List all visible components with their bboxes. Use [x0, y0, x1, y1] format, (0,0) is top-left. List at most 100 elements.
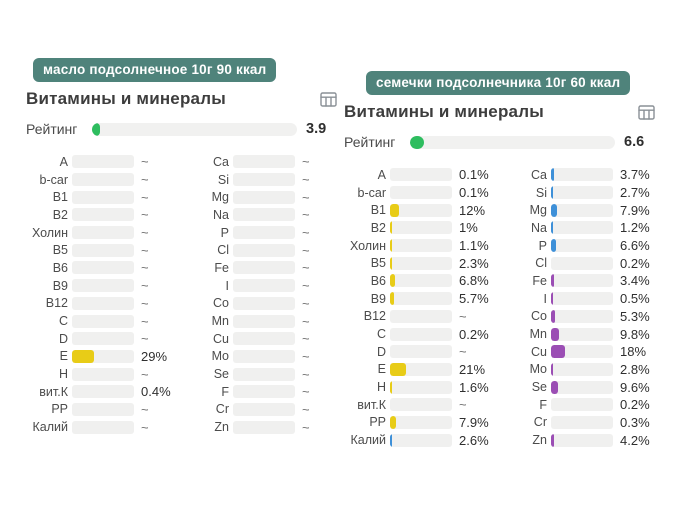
minerals-column: Ca ~ Si ~ Mg ~ Na ~ P ~ Cl ~ Fe ~ I ~ Co ~ Mn ~ Cu ~ Mo ~ Se ~ F ~ C… — [187, 153, 338, 436]
nutrient-label: Cu — [531, 344, 547, 359]
nutrient-label: B2 — [52, 207, 68, 222]
nutrient-label: H — [58, 367, 68, 382]
nutrient-value: ~ — [141, 366, 149, 382]
nutrient-row: Cr ~ — [187, 401, 338, 419]
nutrient-bar — [72, 296, 134, 310]
nutrient-bar — [233, 349, 295, 363]
nutrient-value: 1.2% — [620, 220, 650, 236]
nutrient-value: ~ — [302, 313, 310, 329]
food-badge[interactable]: семечки подсолнечника 10г 60 ккал — [366, 71, 631, 95]
nutrient-bar-fill — [72, 349, 95, 363]
nutrient-value: ~ — [302, 207, 310, 223]
nutrient-label: Mn — [529, 327, 547, 342]
nutrient-bar — [551, 345, 613, 359]
nutrient-bar — [72, 367, 134, 381]
nutrient-row: Co ~ — [187, 295, 338, 313]
nutrient-bar — [233, 190, 295, 204]
nutrient-row: P ~ — [187, 224, 338, 242]
rating-label: Рейтинг — [344, 134, 396, 150]
nutrient-bar — [233, 296, 295, 310]
nutrient-value: ~ — [141, 154, 149, 170]
table-grid-icon[interactable] — [319, 91, 338, 108]
nutrient-columns: A ~ b-car ~ B1 ~ B2 ~ Холин ~ B5 ~ B6 ~ B9 ~ B12 ~ C ~ D ~ E 29… — [26, 153, 338, 436]
nutrient-row: Mo 2.8% — [505, 361, 656, 379]
panel-header: Витамины и минералы — [344, 102, 656, 122]
nutrient-label: B12 — [45, 296, 68, 311]
nutrient-bar — [72, 314, 134, 328]
nutrient-row: Co 5.3% — [505, 308, 656, 326]
nutrient-value: ~ — [302, 384, 310, 400]
nutrient-row: B9 ~ — [26, 277, 177, 295]
nutrient-value: 0.5% — [620, 291, 650, 307]
nutrient-value: ~ — [302, 260, 310, 276]
nutrient-value: 0.4% — [141, 384, 171, 400]
table-grid-icon[interactable] — [637, 104, 656, 121]
nutrient-bar-fill — [551, 380, 559, 394]
nutrient-label: Cl — [535, 256, 547, 271]
nutrient-value: 0.2% — [459, 326, 489, 342]
nutrient-label: Co — [531, 309, 547, 324]
nutrient-label: PP — [51, 402, 68, 417]
nutrient-value: ~ — [302, 366, 310, 382]
nutrient-bar — [551, 168, 613, 182]
nutrient-bar — [390, 168, 452, 182]
nutrient-bar — [390, 256, 452, 270]
nutrient-row: Se ~ — [187, 365, 338, 383]
nutrient-bar-fill — [551, 221, 553, 235]
rating-value: 6.6 — [624, 134, 645, 150]
nutrient-row: Mn ~ — [187, 312, 338, 330]
nutrient-value: 1.6% — [459, 379, 489, 395]
nutrient-row: Si 2.7% — [505, 184, 656, 202]
nutrient-value: ~ — [302, 401, 310, 417]
nutrient-row: Cu 18% — [505, 343, 656, 361]
nutrient-row: Si ~ — [187, 171, 338, 189]
nutrient-label: D — [376, 344, 386, 359]
nutrient-label: P — [538, 238, 547, 253]
nutrient-label: PP — [369, 415, 386, 430]
nutrient-label: Ca — [531, 167, 547, 182]
nutrient-row: Se 9.6% — [505, 378, 656, 396]
nutrient-bar — [233, 402, 295, 416]
nutrient-label: вит.К — [357, 397, 386, 412]
nutrient-value: ~ — [141, 295, 149, 311]
nutrient-bar — [72, 173, 134, 187]
nutrient-bar-fill — [390, 256, 392, 270]
rating-value: 3.9 — [306, 121, 327, 137]
nutrient-bar — [233, 155, 295, 169]
food-badge[interactable]: масло подсолнечное 10г 90 ккал — [33, 58, 277, 82]
nutrient-bar — [551, 309, 613, 323]
nutrient-bar — [233, 243, 295, 257]
nutrient-row: Mo ~ — [187, 348, 338, 366]
nutrient-bar — [551, 292, 613, 306]
nutrient-bar — [551, 274, 613, 288]
page-title: Витамины и минералы — [26, 89, 226, 108]
rating-bar — [410, 135, 615, 149]
nutrient-bar — [233, 385, 295, 399]
nutrient-bar-fill — [551, 239, 557, 253]
nutrient-label: b-car — [357, 185, 386, 200]
nutrient-row: Na ~ — [187, 206, 338, 224]
nutrient-label: Холин — [349, 238, 386, 253]
nutrient-bar — [72, 208, 134, 222]
nutrient-value: ~ — [141, 401, 149, 417]
nutrient-row: C 0.2% — [344, 325, 495, 343]
nutrient-value: 1.1% — [459, 238, 489, 254]
nutrient-row: Холин 1.1% — [344, 237, 495, 255]
nutrient-label: Cu — [213, 331, 229, 346]
nutrient-bar-fill — [390, 274, 396, 288]
nutrient-value: 2.6% — [459, 432, 489, 448]
nutrient-label: Na — [213, 207, 229, 222]
nutrient-row: D ~ — [26, 330, 177, 348]
nutrient-label: B6 — [370, 273, 386, 288]
nutrient-row: B6 6.8% — [344, 272, 495, 290]
nutrient-bar — [390, 433, 452, 447]
rating-fill — [92, 122, 100, 136]
vitamins-column: A ~ b-car ~ B1 ~ B2 ~ Холин ~ B5 ~ B6 ~ B9 ~ B12 ~ C ~ D ~ E 29… — [26, 153, 177, 436]
nutrient-bar — [72, 279, 134, 293]
nutrient-bar — [72, 420, 134, 434]
nutrient-label: Cl — [217, 243, 229, 258]
nutrient-row: Ca ~ — [187, 153, 338, 171]
nutrient-value: ~ — [141, 172, 149, 188]
nutrient-row: C ~ — [26, 312, 177, 330]
nutrient-bar-fill — [551, 203, 558, 217]
